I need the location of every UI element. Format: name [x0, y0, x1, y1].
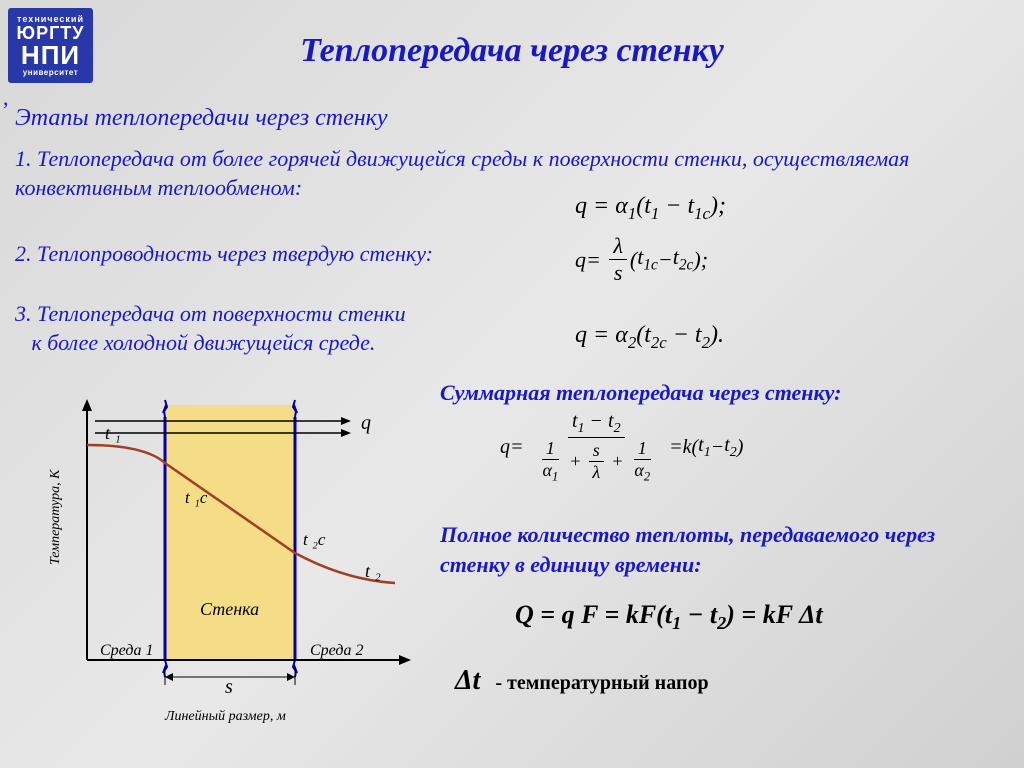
label-medium2: Среда 2 — [310, 642, 363, 659]
stray-comma: , — [3, 85, 9, 111]
subtitle: Этапы теплопередачи через стенку — [15, 105, 388, 132]
delta-t-definition: Δt - температурный напор — [455, 665, 709, 697]
s-arrow-left — [165, 673, 173, 681]
sum-title: Суммарная теплопередача через стенку: — [440, 380, 841, 406]
label-s: s — [225, 676, 233, 698]
label-t1c: t ₁c — [185, 488, 208, 507]
formula-1: q = α1(t1 − t1c); — [575, 193, 726, 224]
formula-4: q = t1 − t2 1α1 + sλ + 1α2 = k(t1 − t2) — [500, 410, 743, 485]
slide-title: Теплопередача через стенку — [0, 32, 1024, 70]
label-t2c: t ₂c — [303, 530, 326, 549]
x-axis-arrow — [399, 655, 411, 665]
y-axis-label: Температура, К — [48, 469, 63, 565]
delta-t-symbol: Δt — [455, 665, 480, 697]
step-3-text: 3. Теплопередача от поверхности стенки к… — [15, 300, 406, 357]
step-2-text: 2. Теплопроводность через твердую стенку… — [15, 240, 433, 269]
x-axis-label: Линейный размер, м — [164, 709, 286, 724]
wall-fill — [163, 405, 297, 660]
formula-2: q = λs (t1c − t2c); — [575, 233, 708, 286]
label-q: q — [361, 412, 371, 434]
formula-5: Q = q F = kF(t1 − t2) = kF Δt — [515, 600, 823, 634]
label-t1: t ₁ — [105, 423, 121, 443]
q-arrow-2-head — [341, 429, 351, 437]
s-arrow-right — [287, 673, 295, 681]
formula-3: q = α2(t2c − t2). — [575, 322, 724, 353]
step-3a: 3. Теплопередача от поверхности стенки — [15, 301, 406, 326]
q-arrow-1-head — [341, 417, 351, 425]
y-axis-arrow — [82, 399, 92, 411]
label-wall: Стенка — [200, 599, 259, 619]
label-t2: t ₂ — [365, 561, 381, 581]
full-heat-title: Полное количество теплоты, передаваемого… — [440, 520, 1009, 579]
delta-t-label: - температурный напор — [495, 672, 708, 695]
step-1-text: 1. Теплопередача от более горячей движущ… — [15, 145, 1009, 202]
step-3b: к более холодной движущейся среде. — [32, 330, 376, 355]
label-medium1: Среда 1 — [100, 642, 153, 659]
heat-transfer-diagram: t ₁ t ₁c t ₂c t ₂ q Стенка Среда 1 Среда… — [35, 385, 420, 735]
